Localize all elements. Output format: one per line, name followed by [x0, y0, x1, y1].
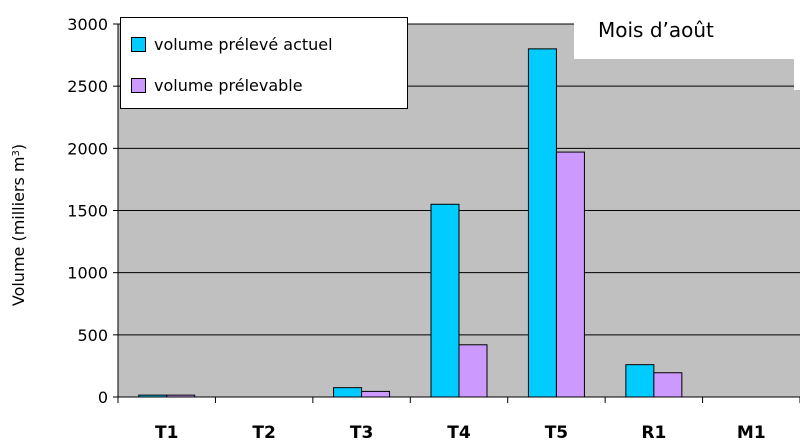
x-tick-label-M1: M1	[737, 423, 766, 443]
bar-R1-actuel	[625, 364, 655, 398]
y-axis-label: Volume (milliers m3)	[9, 144, 28, 306]
y-tick-label-1000: 1000	[67, 264, 108, 283]
axes	[113, 23, 800, 403]
x-tick-label-T2: T2	[252, 423, 275, 443]
title-box-edge	[794, 0, 800, 90]
x-tick-label-T1: T1	[155, 423, 178, 443]
legend-label-actuel: volume prélevé actuel	[154, 34, 333, 54]
y-tick-label-0: 0	[98, 388, 108, 407]
y-tick-label-2500: 2500	[67, 77, 108, 96]
y-tick-label-500: 500	[77, 326, 108, 345]
y-tick-label-3000: 3000	[67, 15, 108, 34]
bar-T4-prelevable	[458, 344, 488, 398]
y-tick-label-2000: 2000	[67, 139, 108, 158]
x-tick-label-T5: T5	[545, 423, 568, 443]
bar-T3-prelevable	[361, 390, 391, 398]
legend: volume prélevé actuel volume prélevable	[120, 17, 408, 109]
bar-T4-actuel	[430, 203, 460, 398]
bars	[138, 48, 683, 398]
y-tick-label-1500: 1500	[67, 202, 108, 221]
bar-T5-actuel	[527, 48, 557, 398]
y-axis-label-superscript: 3	[11, 150, 22, 156]
title-box: Mois d’août	[574, 0, 794, 59]
x-tick-label-T3: T3	[350, 423, 373, 443]
legend-swatch-prelevable	[131, 77, 146, 93]
legend-item-prelevable: volume prélevable	[131, 71, 303, 99]
bar-T5-prelevable	[555, 151, 585, 398]
x-tick-label-T4: T4	[447, 423, 471, 443]
legend-swatch-actuel	[131, 36, 146, 52]
y-tick-labels: 0 500 1000 1500 2000 2500 3000	[67, 15, 108, 407]
bar-R1-prelevable	[653, 372, 683, 398]
legend-item-actuel: volume prélevé actuel	[131, 30, 333, 58]
bar-T3-actuel	[333, 387, 363, 398]
legend-label-prelevable: volume prélevable	[154, 75, 303, 95]
chart-title: Mois d’août	[598, 18, 714, 42]
x-tick-labels: T1 T2 T3 T4 T5 R1 M1	[155, 423, 766, 443]
x-tick-label-R1: R1	[641, 423, 666, 443]
